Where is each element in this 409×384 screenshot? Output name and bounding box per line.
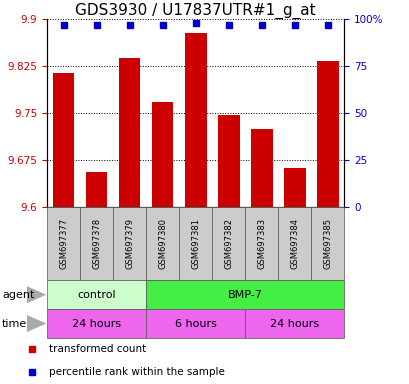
Bar — [53, 73, 74, 207]
Polygon shape — [27, 315, 46, 332]
Bar — [86, 172, 107, 207]
Text: percentile rank within the sample: percentile rank within the sample — [49, 367, 224, 377]
Bar — [250, 129, 272, 207]
Bar — [47, 207, 80, 280]
Bar — [317, 61, 338, 207]
Text: GSM697382: GSM697382 — [224, 218, 233, 269]
Text: GSM697378: GSM697378 — [92, 218, 101, 270]
Bar — [47, 280, 146, 309]
Text: 6 hours: 6 hours — [174, 318, 216, 329]
Text: BMP-7: BMP-7 — [227, 290, 262, 300]
Bar — [278, 207, 310, 280]
Bar — [146, 309, 245, 338]
Text: GSM697384: GSM697384 — [290, 218, 299, 269]
Bar — [179, 207, 212, 280]
Text: GSM697377: GSM697377 — [59, 218, 68, 270]
Text: GSM697379: GSM697379 — [125, 218, 134, 269]
Bar — [146, 280, 344, 309]
Bar — [283, 168, 305, 207]
Bar — [152, 102, 173, 207]
Bar — [245, 309, 344, 338]
Text: transformed count: transformed count — [49, 344, 146, 354]
Text: time: time — [2, 318, 27, 329]
Text: control: control — [77, 290, 116, 300]
Bar — [113, 207, 146, 280]
Bar — [245, 207, 278, 280]
Title: GDS3930 / U17837UTR#1_g_at: GDS3930 / U17837UTR#1_g_at — [75, 3, 315, 19]
Text: agent: agent — [2, 290, 34, 300]
Text: 24 hours: 24 hours — [72, 318, 121, 329]
Bar — [146, 207, 179, 280]
Bar — [184, 33, 206, 207]
Text: GSM697383: GSM697383 — [257, 218, 266, 270]
Text: GSM697385: GSM697385 — [323, 218, 332, 269]
Polygon shape — [27, 286, 46, 303]
Text: GSM697380: GSM697380 — [158, 218, 167, 269]
Bar — [47, 309, 146, 338]
Text: GSM697381: GSM697381 — [191, 218, 200, 269]
Bar — [310, 207, 344, 280]
Bar — [119, 58, 140, 207]
Bar — [80, 207, 113, 280]
Bar — [212, 207, 245, 280]
Text: 24 hours: 24 hours — [270, 318, 319, 329]
Bar — [218, 114, 239, 207]
